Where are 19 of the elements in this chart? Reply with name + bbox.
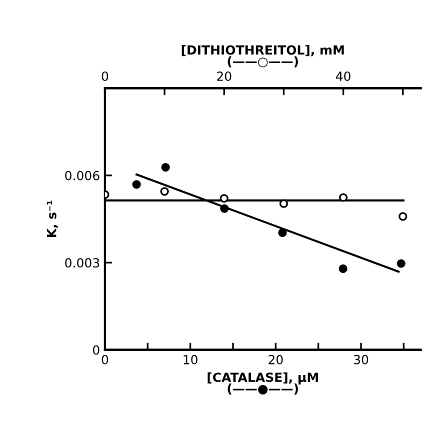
point — [396, 259, 406, 268]
point — [132, 180, 141, 189]
x-tick-label: 10 — [184, 354, 198, 364]
point — [220, 204, 229, 213]
point — [278, 228, 287, 237]
x2-tick-label: 20 — [217, 71, 232, 81]
x-tick-label: 0 — [102, 354, 108, 364]
y-axis-title: K, s⁻¹ — [47, 200, 58, 238]
y-tick-label: 0 — [92, 345, 100, 355]
x2-axis-title: [DITHIOTHREITOL], mM (——○——) — [182, 45, 344, 68]
point — [161, 162, 170, 172]
point — [338, 264, 348, 274]
x2-tick-label: 0 — [102, 71, 108, 81]
x-axis-title: [CATALASE], µM (——●——) — [208, 372, 318, 395]
x-tick-label: 30 — [354, 354, 368, 364]
x-tick-label: 20 — [268, 354, 283, 364]
y-tick-label: 0.006 — [65, 170, 100, 180]
x2-tick-label: 40 — [336, 71, 350, 81]
y-tick-label: 0.003 — [65, 258, 100, 268]
